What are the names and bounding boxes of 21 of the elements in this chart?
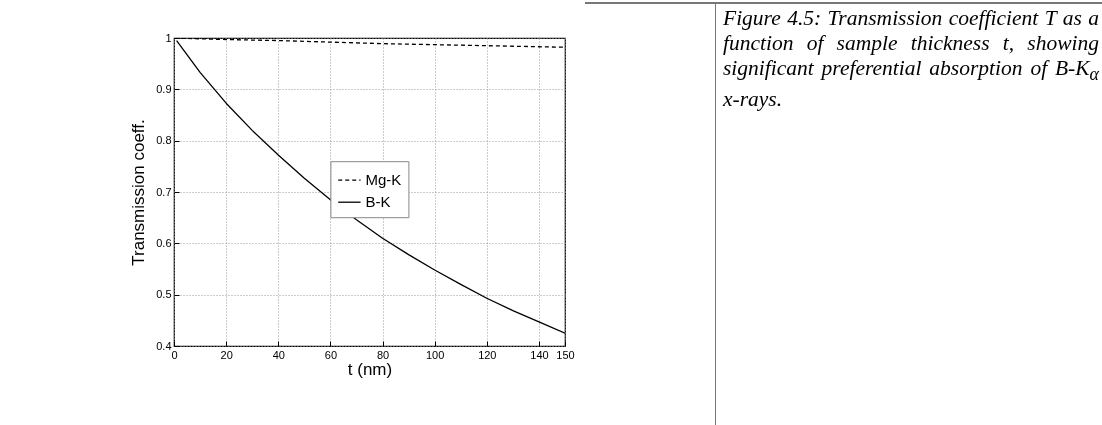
x-tick-label: 20 (220, 348, 233, 361)
y-axis-title: Transmission coeff. (129, 119, 149, 266)
x-axis-title: t (nm) (347, 359, 393, 379)
y-tick-label: 0.4 (156, 339, 172, 352)
x-tick-label: 140 (530, 348, 549, 361)
legend-label: Mg-K (365, 171, 402, 189)
x-tick-label: 150 (556, 348, 575, 361)
x-tick-label: 80 (376, 348, 390, 361)
y-tick-label: 0.6 (156, 236, 172, 249)
x-tick-label: 0 (171, 348, 178, 361)
legend-label: B-K (365, 193, 391, 211)
x-tick-label: 100 (425, 348, 445, 361)
y-tick-label: 0.8 (156, 134, 172, 147)
y-tick-label: 0.9 (156, 82, 172, 95)
x-tick-label: 40 (272, 348, 285, 361)
y-tick-label: 1 (165, 31, 172, 44)
x-tick-label: 120 (478, 348, 497, 361)
text: Figure 4.5: Transmission coefficient T as a function of sample thickness t, showing significant preferential absorption of B-K$_{α}$ x-rays. (723, 6, 1099, 112)
y-tick-label: 0.7 (156, 185, 172, 198)
x-tick-label: 60 (324, 348, 338, 361)
y-tick-label: 0.5 (156, 288, 172, 301)
